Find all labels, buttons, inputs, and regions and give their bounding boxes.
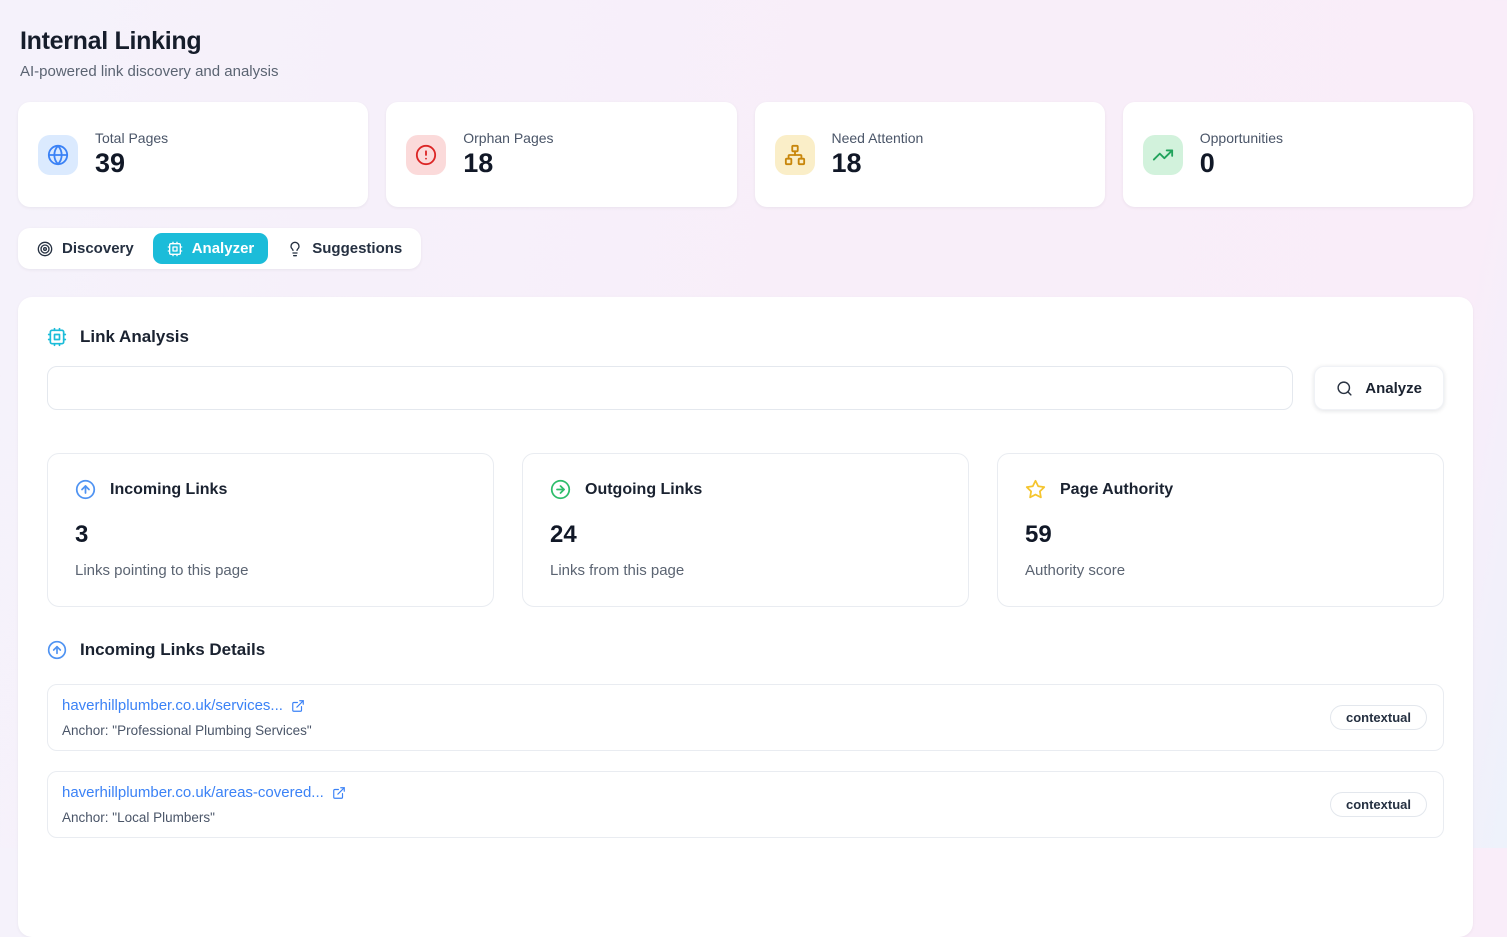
incoming-links-list: haverhillplumber.co.uk/services... Ancho… [47,684,1444,839]
page-header: Internal Linking AI-powered link discove… [0,0,1507,80]
section-title: Link Analysis [80,327,189,347]
link-row: haverhillplumber.co.uk/services... Ancho… [47,684,1444,752]
link-url-text: haverhillplumber.co.uk/areas-covered... [62,784,324,802]
incoming-links-details-section: Incoming Links Details haverhillplumber.… [47,640,1444,839]
stat-label: Opportunities [1199,130,1284,146]
link-anchor-text: Anchor: "Local Plumbers" [62,810,215,826]
link-row: haverhillplumber.co.uk/areas-covered... … [47,771,1444,839]
stat-value: 18 [831,148,862,178]
metric-description: Links pointing to this page [75,562,249,580]
incoming-links-details-header: Incoming Links Details [47,640,1444,660]
tab-bar: Discovery Analyzer Suggestions [18,228,422,270]
metric-card-incoming-links: Incoming Links 3 Links pointing to this … [47,453,494,608]
lightbulb-icon [287,241,303,257]
arrow-up-circle-icon [75,479,96,500]
stat-value: 18 [463,148,494,178]
metric-title: Page Authority [1060,480,1174,498]
metric-value: 3 [75,521,89,549]
link-type-badge: contextual [1329,792,1427,818]
incoming-link-url[interactable]: haverhillplumber.co.uk/areas-covered... [62,784,346,801]
incoming-link-url[interactable]: haverhillplumber.co.uk/services... [62,697,305,714]
external-link-icon [332,786,346,800]
trending-up-icon [1142,134,1183,175]
page-subtitle: AI-powered link discovery and analysis [20,63,279,80]
metric-description: Links from this page [550,562,685,580]
stat-card-need-attention: Need Attention 18 [754,102,1105,208]
stat-label: Orphan Pages [463,130,554,146]
analyze-controls: Analyze [47,366,1444,411]
metric-description: Authority score [1025,562,1126,580]
external-link-icon [291,699,305,713]
stat-value: 0 [1199,148,1215,178]
metric-value: 24 [550,521,577,549]
metric-card-outgoing-links: Outgoing Links 24 Links from this page [522,453,969,608]
section-title: Incoming Links Details [80,640,266,660]
stats-row: Total Pages 39 Orphan Pages 18 Need Atte… [18,102,1473,208]
metric-title: Incoming Links [110,480,228,498]
tab-suggestions[interactable]: Suggestions [273,233,416,264]
stat-value: 39 [95,148,126,178]
analyzer-panel: Link Analysis Analyze Incoming Links 3 L… [18,297,1473,937]
globe-icon [38,134,78,175]
stat-label: Need Attention [831,130,924,146]
metrics-row: Incoming Links 3 Links pointing to this … [47,453,1444,608]
search-icon [1336,380,1353,397]
arrow-up-circle-icon [47,640,67,660]
link-analysis-header: Link Analysis [47,327,1444,347]
sitemap-icon [774,134,815,175]
cpu-icon [167,241,183,257]
link-anchor-text: Anchor: "Professional Plumbing Services" [62,723,312,739]
tab-label: Suggestions [312,240,403,258]
metric-value: 59 [1025,521,1052,549]
tab-discovery[interactable]: Discovery [23,233,148,264]
stat-card-opportunities: Opportunities 0 [1122,102,1473,208]
analyze-button-label: Analyze [1365,379,1422,397]
cpu-icon [47,327,67,347]
stat-card-orphan-pages: Orphan Pages 18 [386,102,737,208]
star-icon [1025,479,1046,500]
link-url-text: haverhillplumber.co.uk/services... [62,697,283,715]
page-title: Internal Linking [20,27,202,55]
analyze-button[interactable]: Analyze [1314,366,1444,411]
tab-analyzer[interactable]: Analyzer [152,233,269,265]
arrow-right-circle-icon [550,479,571,500]
stat-card-total-pages: Total Pages 39 [18,102,369,208]
tab-label: Analyzer [191,240,255,258]
alert-circle-icon [406,134,447,175]
metric-card-page-authority: Page Authority 59 Authority score [997,453,1444,608]
url-input[interactable] [47,366,1294,411]
link-type-badge: contextual [1329,705,1427,731]
target-icon [37,241,53,257]
stat-label: Total Pages [95,130,169,146]
metric-title: Outgoing Links [585,480,703,498]
tab-label: Discovery [62,240,134,258]
